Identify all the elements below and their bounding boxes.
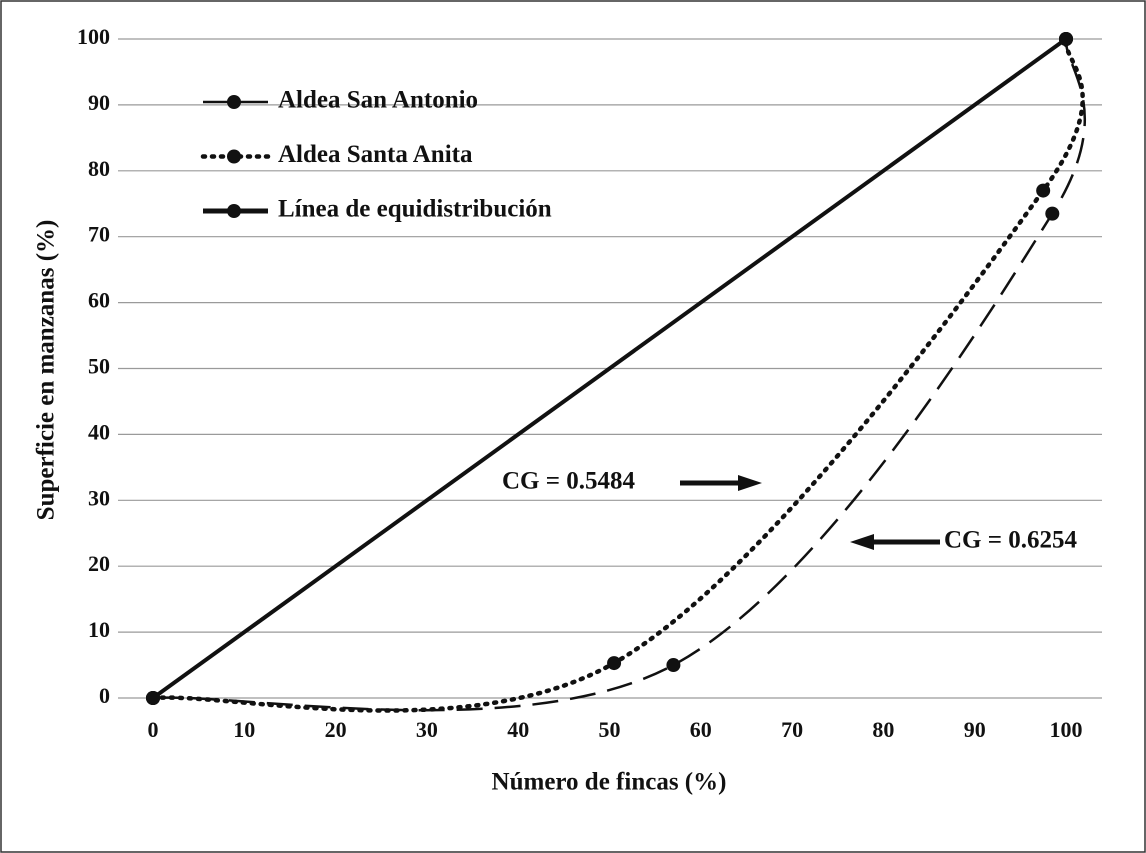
y-tick-label: 0 [99, 683, 110, 708]
x-tick-label: 80 [872, 717, 894, 742]
x-axis-title: Número de fincas (%) [492, 769, 727, 796]
y-tick-label: 90 [88, 90, 110, 115]
data-point [607, 656, 622, 671]
arrow [850, 534, 940, 550]
y-tick-label: 50 [88, 354, 110, 379]
y-tick-label: 40 [88, 419, 110, 444]
grid [118, 38, 1102, 699]
y-tick-label: 60 [88, 288, 110, 313]
y-tick-label: 100 [77, 24, 110, 49]
x-tick-label: 60 [690, 717, 712, 742]
x-tick-label: 90 [964, 717, 986, 742]
x-tick-label: 100 [1050, 717, 1083, 742]
data-point [1059, 32, 1073, 46]
series-line [151, 37, 1068, 700]
arrow [680, 475, 762, 491]
x-tick-label: 70 [781, 717, 803, 742]
x-tick-label: 40 [507, 717, 529, 742]
y-tick-label: 70 [88, 222, 110, 247]
x-tick-label: 10 [233, 717, 255, 742]
y-tick-label: 80 [88, 156, 110, 181]
legend-marker [227, 204, 241, 218]
x-tick-label: 20 [325, 717, 347, 742]
legend-marker [227, 95, 241, 109]
data-point [1036, 183, 1051, 198]
legend-label: Línea de equidistribución [278, 196, 552, 223]
x-tick-label: 30 [416, 717, 438, 742]
annotation: CG = 0.5484 [502, 468, 635, 495]
annotation: CG = 0.6254 [944, 527, 1077, 554]
data-point [666, 658, 681, 673]
legend-marker [227, 149, 241, 164]
legend-label: Aldea Santa Anita [278, 141, 473, 168]
series-line [152, 38, 1086, 712]
y-tick-label: 30 [88, 485, 110, 510]
y-tick-label: 10 [88, 617, 110, 642]
x-tick-label: 0 [148, 717, 159, 742]
plot [146, 32, 1086, 713]
legend-label: Aldea San Antonio [278, 87, 478, 114]
y-tick-label: 20 [88, 551, 110, 576]
series-line [150, 36, 1085, 713]
data-point [1045, 206, 1060, 221]
x-tick-label: 50 [599, 717, 621, 742]
data-point [146, 691, 160, 705]
y-axis-title: Superficie en manzanas (%) [33, 220, 60, 521]
